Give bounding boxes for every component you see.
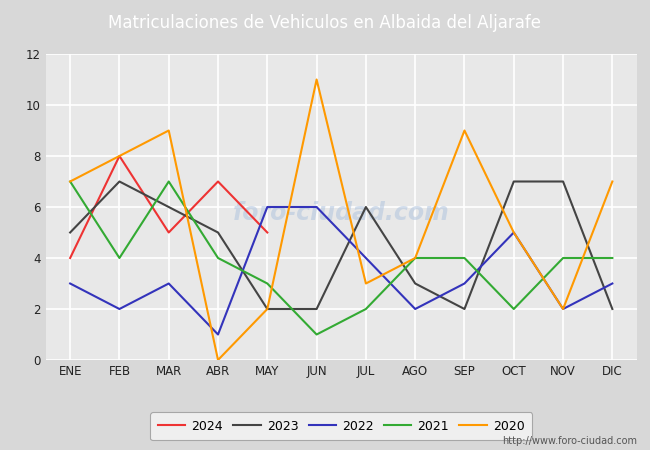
Text: Matriculaciones de Vehiculos en Albaida del Aljarafe: Matriculaciones de Vehiculos en Albaida …: [109, 14, 541, 32]
Text: http://www.foro-ciudad.com: http://www.foro-ciudad.com: [502, 436, 637, 446]
Legend: 2024, 2023, 2022, 2021, 2020: 2024, 2023, 2022, 2021, 2020: [150, 412, 532, 440]
Text: foro-ciudad.com: foro-ciudad.com: [233, 201, 450, 225]
